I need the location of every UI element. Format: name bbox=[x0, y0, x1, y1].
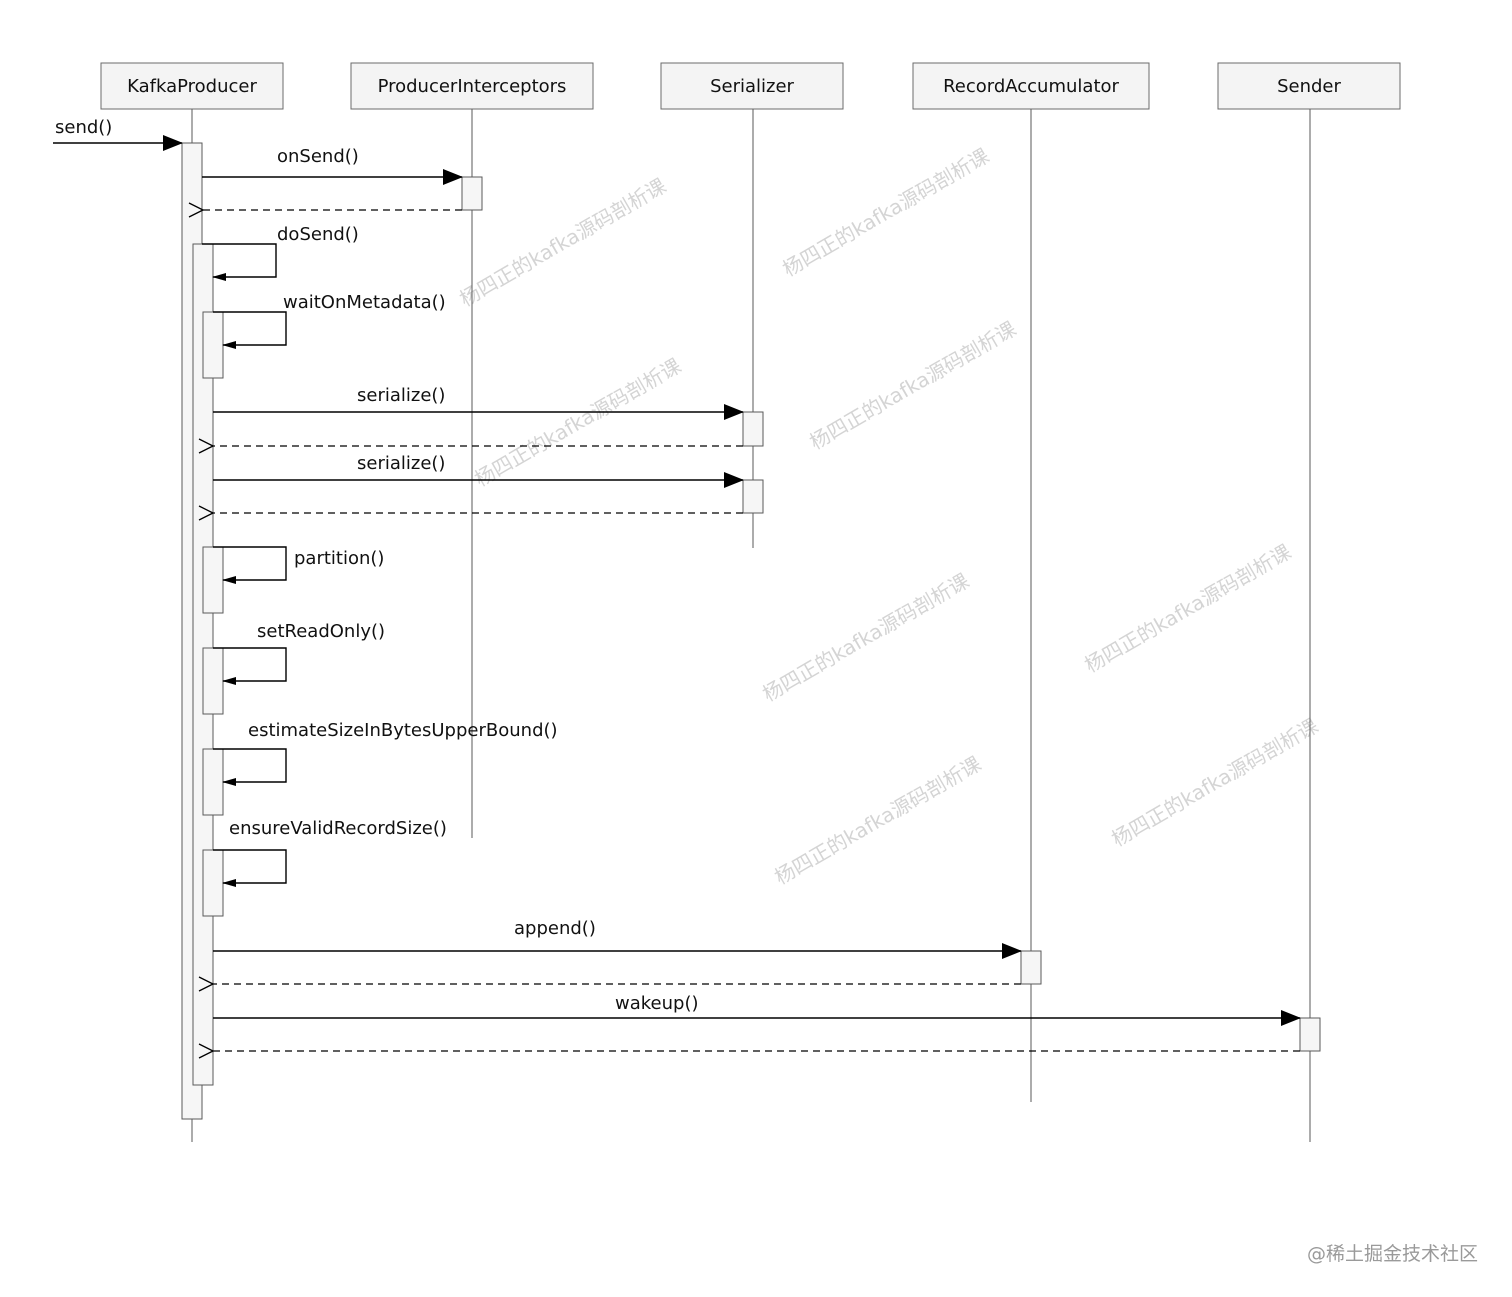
watermark-layer: 杨四正的kafka源码剖析课 杨四正的kafka源码剖析课 杨四正的kafka源… bbox=[456, 144, 1323, 890]
participant-label: KafkaProducer bbox=[127, 76, 257, 97]
message-label-partition: partition() bbox=[294, 548, 384, 569]
activation-ensure-valid-record-size bbox=[202, 849, 224, 917]
participant-label: Serializer bbox=[710, 76, 794, 97]
activation-serialize-1 bbox=[742, 411, 764, 447]
message-ensure-valid-record-size-arrow bbox=[213, 849, 287, 887]
activation-serialize-2 bbox=[742, 479, 764, 514]
watermark-text: 杨四正的kafka源码剖析课 bbox=[779, 144, 994, 282]
message-label-on-send: onSend() bbox=[277, 146, 359, 167]
participant-producer-interceptors: ProducerInterceptors bbox=[350, 62, 594, 110]
participant-box bbox=[1217, 62, 1401, 110]
watermark-text: 杨四正的kafka源码剖析课 bbox=[456, 174, 671, 312]
watermark-text: 杨四正的kafka源码剖析课 bbox=[1081, 540, 1296, 678]
site-watermark: @稀土掘金技术社区 bbox=[1307, 1243, 1478, 1265]
message-label-wait-on-metadata: waitOnMetadata() bbox=[283, 292, 446, 313]
message-wait-on-metadata-arrow bbox=[213, 311, 287, 349]
activation-wakeup bbox=[1299, 1017, 1321, 1052]
watermark-text: 杨四正的kafka源码剖析课 bbox=[759, 569, 974, 707]
activation-partition bbox=[202, 546, 224, 614]
participant-box bbox=[350, 62, 594, 110]
message-partition-arrow bbox=[213, 546, 287, 584]
participant-label: ProducerInterceptors bbox=[378, 76, 567, 97]
watermark-text: 杨四正的kafka源码剖析课 bbox=[471, 354, 686, 492]
participant-box bbox=[912, 62, 1150, 110]
activation-on-send bbox=[461, 176, 483, 211]
activation-wait-on-metadata bbox=[202, 311, 224, 379]
message-label-ensure-valid-record-size: ensureValidRecordSize() bbox=[229, 818, 447, 839]
participant-box bbox=[100, 62, 284, 110]
message-label-send: send() bbox=[55, 117, 112, 138]
message-label-wakeup: wakeup() bbox=[615, 993, 699, 1014]
message-do-send-arrow bbox=[202, 243, 277, 281]
message-label-do-send: doSend() bbox=[277, 224, 359, 245]
activation-set-read-only bbox=[202, 647, 224, 715]
message-label-serialize-2: serialize() bbox=[357, 453, 445, 474]
participant-serializer: Serializer bbox=[660, 62, 844, 110]
watermark-text: 杨四正的kafka源码剖析课 bbox=[806, 317, 1021, 455]
participant-sender: Sender bbox=[1217, 62, 1401, 110]
message-label-set-read-only: setReadOnly() bbox=[257, 621, 385, 642]
message-label-estimate-size: estimateSizeInBytesUpperBound() bbox=[248, 720, 558, 741]
participant-label: RecordAccumulator bbox=[943, 76, 1119, 97]
activation-append bbox=[1020, 950, 1042, 985]
message-estimate-size-arrow bbox=[213, 748, 287, 786]
participant-label: Sender bbox=[1277, 76, 1341, 97]
participant-record-accumulator: RecordAccumulator bbox=[912, 62, 1150, 110]
watermark-text: 杨四正的kafka源码剖析课 bbox=[1108, 714, 1323, 852]
participant-kafka-producer: KafkaProducer bbox=[100, 62, 284, 110]
participant-box bbox=[660, 62, 844, 110]
message-label-serialize-1: serialize() bbox=[357, 385, 445, 406]
message-set-read-only-arrow bbox=[213, 647, 287, 685]
activation-estimate-size bbox=[202, 748, 224, 816]
message-label-append: append() bbox=[514, 918, 596, 939]
watermark-text: 杨四正的kafka源码剖析课 bbox=[771, 752, 986, 890]
